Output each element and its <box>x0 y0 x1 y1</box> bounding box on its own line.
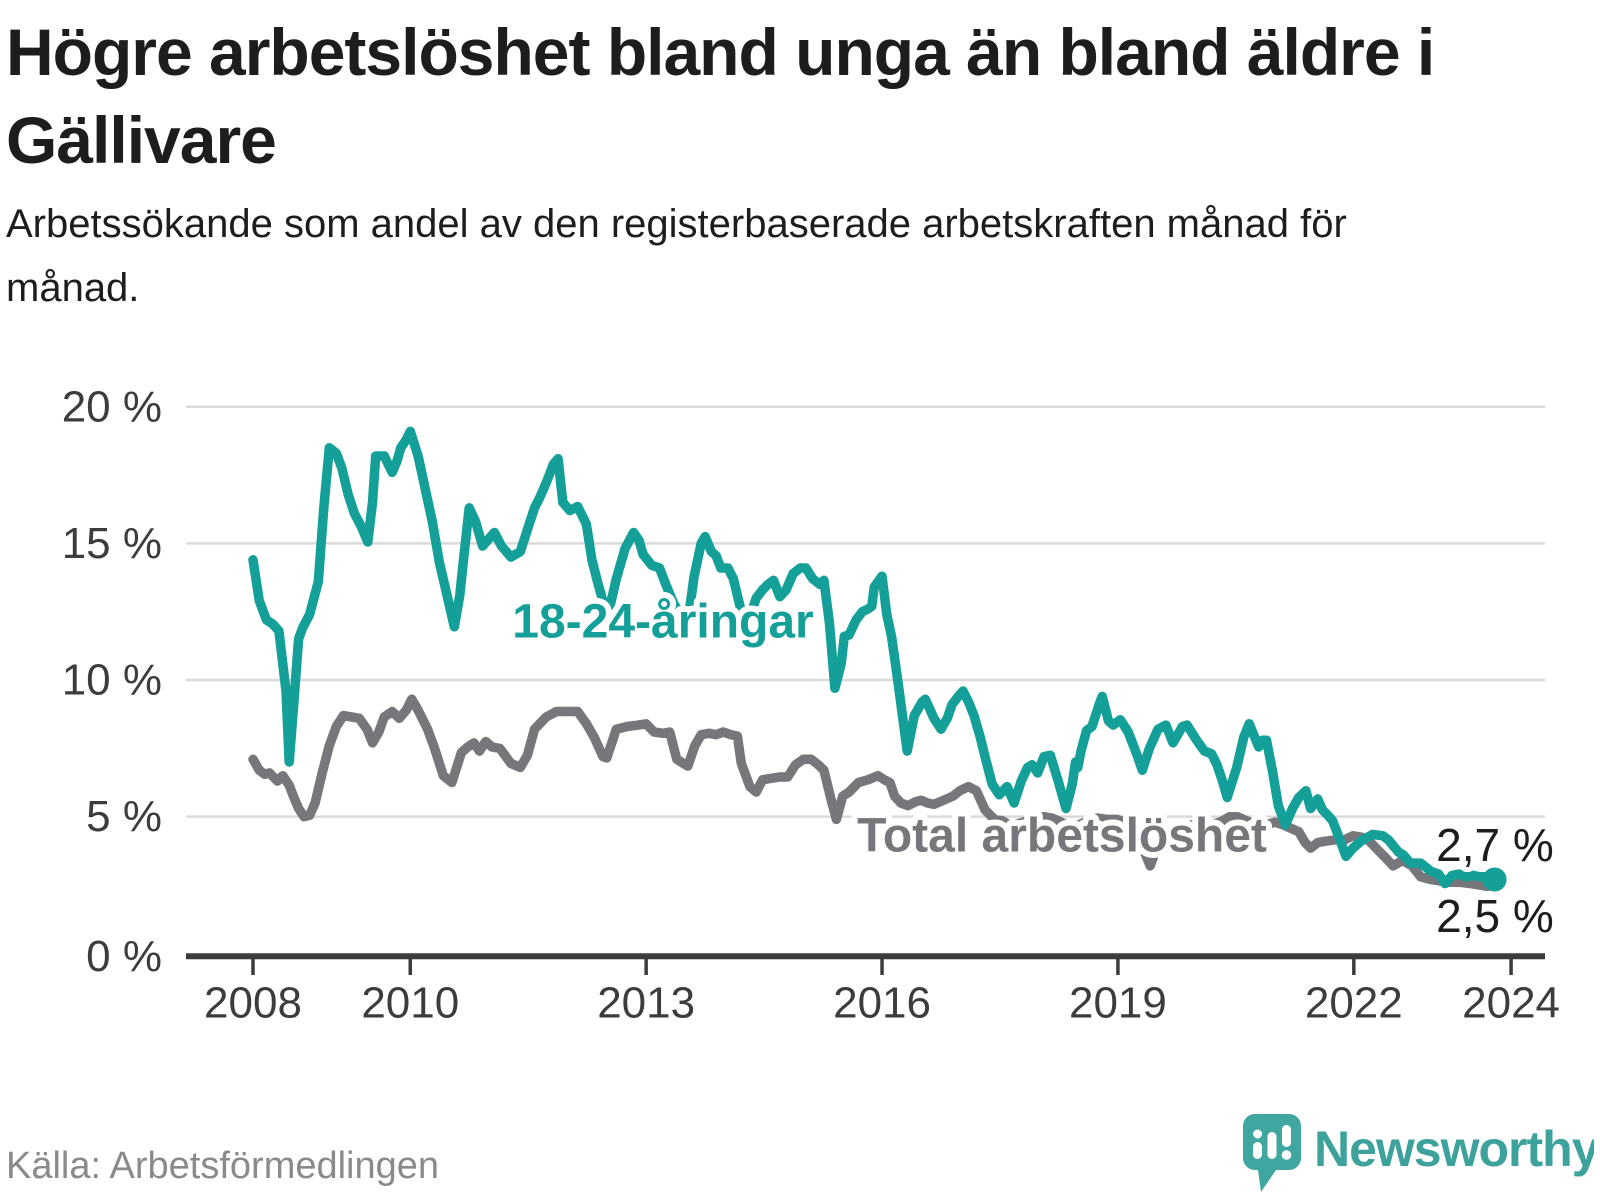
series-line-total <box>248 694 1500 892</box>
y-axis-label: 0 % <box>86 932 162 981</box>
newsworthy-logo-text: Newsworthy <box>1314 1121 1594 1177</box>
young-end-value: 2,7 % <box>1436 819 1554 871</box>
x-axis-label: 2019 <box>1069 979 1167 1028</box>
x-axis-label: 2024 <box>1462 979 1560 1028</box>
data-series <box>248 426 1507 892</box>
page-title: Högre arbetslöshet bland unga än bland ä… <box>6 15 1435 177</box>
y-axis-label: 15 % <box>62 519 162 568</box>
x-axis-label: 2010 <box>361 979 459 1028</box>
source-attribution: Källa: Arbetsförmedlingen <box>6 1145 440 1187</box>
x-axis-label: 2008 <box>204 979 302 1028</box>
total-series-label: Total arbetslöshet <box>857 810 1267 863</box>
axes: 0 % 5 % 10 % 15 % 20 % 2008 2010 2013 2016 2019 20… <box>62 382 1560 1027</box>
x-axis-label: 2022 <box>1305 979 1403 1028</box>
newsworthy-logo-icon <box>1243 1114 1301 1192</box>
y-axis-label: 5 % <box>86 792 162 841</box>
gridlines <box>186 405 1545 818</box>
annotations: 18-24-åringar Total arbetslöshet 2,7 % 2… <box>506 590 1559 948</box>
y-axis-label: 10 % <box>62 656 162 705</box>
young-series-label: 18-24-åringar <box>512 596 813 649</box>
x-axis-label: 2016 <box>833 979 931 1028</box>
page-subtitle: Arbetssökande som andel av den registerb… <box>6 202 1347 310</box>
series-end-dot <box>1482 867 1507 892</box>
newsworthy-logo: Newsworthy <box>1243 1114 1594 1192</box>
x-axis-label: 2013 <box>597 979 695 1028</box>
y-axis-label: 20 % <box>62 382 162 431</box>
total-end-value: 2,5 % <box>1436 890 1554 942</box>
series-line-young <box>248 426 1500 889</box>
